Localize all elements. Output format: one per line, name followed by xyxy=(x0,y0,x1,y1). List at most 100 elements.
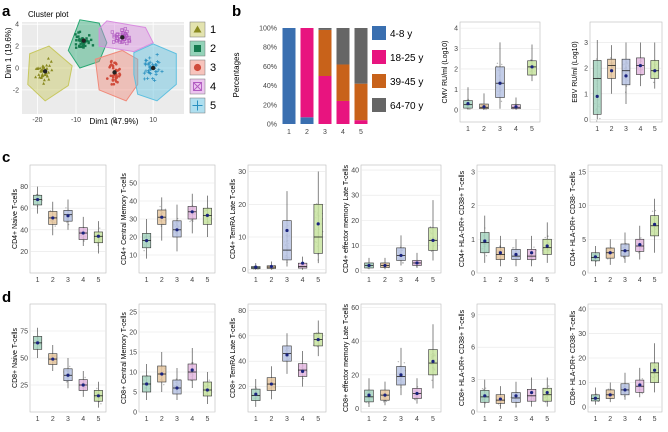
box-mean-point xyxy=(638,63,643,68)
box-y-tick-label: 30 xyxy=(129,217,137,224)
cluster-point xyxy=(43,72,47,76)
cluster-y-tick-label: 2 xyxy=(15,44,19,51)
box-x-tick-label: 5 xyxy=(653,277,657,284)
cluster-point xyxy=(142,77,147,81)
bar-y-tick-label: 0% xyxy=(267,122,277,129)
box-jitter-point xyxy=(641,378,644,380)
box-x-tick-label: 2 xyxy=(608,416,612,423)
cluster-point xyxy=(77,31,80,34)
cluster-point xyxy=(118,32,122,36)
cluster-point xyxy=(125,34,129,38)
box-x-tick-label: 3 xyxy=(285,277,289,284)
box-jitter-point xyxy=(96,387,98,390)
cluster-point xyxy=(115,36,119,40)
box-x-tick-label: 5 xyxy=(653,416,657,423)
cluster-point xyxy=(108,65,111,69)
box-x-tick-label: 1 xyxy=(254,416,258,423)
cluster-plot-title: Cluster plot xyxy=(28,10,69,19)
cluster-point xyxy=(84,44,87,48)
box-jitter-point xyxy=(482,388,485,391)
cluster-center-4 xyxy=(120,35,125,40)
box-jitter-point xyxy=(496,62,499,65)
box-jitter-point xyxy=(189,220,191,223)
cluster-point xyxy=(147,68,151,72)
bar-y-tick-label: 100% xyxy=(259,26,277,33)
cluster-point xyxy=(110,83,114,86)
box-mean-point xyxy=(190,210,194,214)
cluster-point xyxy=(50,68,54,72)
box-jitter-point xyxy=(383,401,385,403)
cluster-point xyxy=(80,45,83,48)
box-x-tick-label: 2 xyxy=(51,277,55,284)
box-y-axis-label: CD8+ HLA-DR+ CD38- T-cells xyxy=(570,310,577,405)
box-x-tick-label: 3 xyxy=(623,416,627,423)
box-mean-point xyxy=(96,394,100,398)
box-y-tick-label: 60 xyxy=(351,305,359,312)
cluster-point xyxy=(111,75,115,79)
cluster-point xyxy=(91,44,95,47)
box-y-tick-label: 3 xyxy=(471,377,475,384)
cluster-point xyxy=(110,30,114,34)
legend-triangle-icon xyxy=(193,25,202,33)
box-y-tick-label: 20 xyxy=(129,330,137,337)
age-stacked-bar-panel: Percentages 0% 20% 40% 60% 80% 100% 1 2 3 4 5 4-8 y… xyxy=(232,26,423,137)
box-jitter-point xyxy=(385,400,388,403)
box-mean-point xyxy=(431,238,435,242)
box-jitter-point xyxy=(54,225,56,227)
box-mean-point xyxy=(415,391,419,396)
cluster-center-3 xyxy=(112,70,117,75)
box-jitter-point xyxy=(402,261,404,264)
box-y-axis-label: CMV RU/ml (Log10) xyxy=(442,40,449,103)
box-mean-point xyxy=(383,393,387,397)
box-mean-point xyxy=(160,372,164,376)
cluster-point xyxy=(87,40,90,43)
cluster-point xyxy=(127,35,131,40)
box-jitter-point xyxy=(641,392,643,395)
cluster-point xyxy=(85,37,88,40)
box-mean-point xyxy=(205,388,209,392)
cluster-point xyxy=(111,78,115,82)
cluster-point xyxy=(48,64,52,67)
box-mean-point xyxy=(301,261,305,265)
box-x-tick-label: 3 xyxy=(399,416,403,423)
cluster-point xyxy=(146,62,150,66)
box-x-tick-label: 4 xyxy=(530,416,534,423)
box-iqr xyxy=(527,249,537,260)
bar-y-tick-label: 80% xyxy=(263,45,277,52)
cluster-point xyxy=(143,61,147,65)
box-x-tick-label: 4 xyxy=(514,126,518,133)
cluster-point xyxy=(75,39,78,42)
cluster-point xyxy=(120,28,124,32)
box-mean-point xyxy=(145,239,149,243)
cluster-point xyxy=(115,62,118,66)
bar-x-tick-label: 3 xyxy=(323,129,327,136)
box-mean-point xyxy=(514,252,518,257)
box-y-tick-label: 20 xyxy=(238,384,246,391)
box-mean-point xyxy=(498,251,502,255)
cluster-point xyxy=(149,71,153,76)
box-mean-point xyxy=(498,397,502,401)
box-jitter-point xyxy=(429,226,432,228)
box-x-tick-label: 1 xyxy=(145,277,149,284)
box-x-tick-label: 3 xyxy=(175,416,179,423)
box-mean-point xyxy=(81,231,85,235)
box-y-tick-label: 10 xyxy=(238,235,246,242)
box-mean-point xyxy=(608,251,612,255)
cluster-x-tick-label: 10 xyxy=(149,117,157,124)
box-x-tick-label: 4 xyxy=(638,416,642,423)
legend-square-icon xyxy=(194,45,201,52)
box-x-tick-label: 5 xyxy=(431,416,435,423)
box-y-tick-label: 0 xyxy=(584,117,588,124)
box-mean-point xyxy=(383,263,387,268)
box-y-tick-label: 20 xyxy=(351,218,359,225)
box-mean-point xyxy=(593,255,598,259)
box-jitter-point xyxy=(99,227,101,229)
cluster-point xyxy=(157,60,161,65)
bar-segment-64-70y xyxy=(318,28,332,30)
box-mean-point xyxy=(175,228,179,232)
bar-segment-64-70y xyxy=(336,28,350,65)
bar-legend-label: 39-45 y xyxy=(390,77,423,88)
panel-label-d: d xyxy=(2,289,11,306)
box-y-tick-label: 75 xyxy=(20,329,28,336)
